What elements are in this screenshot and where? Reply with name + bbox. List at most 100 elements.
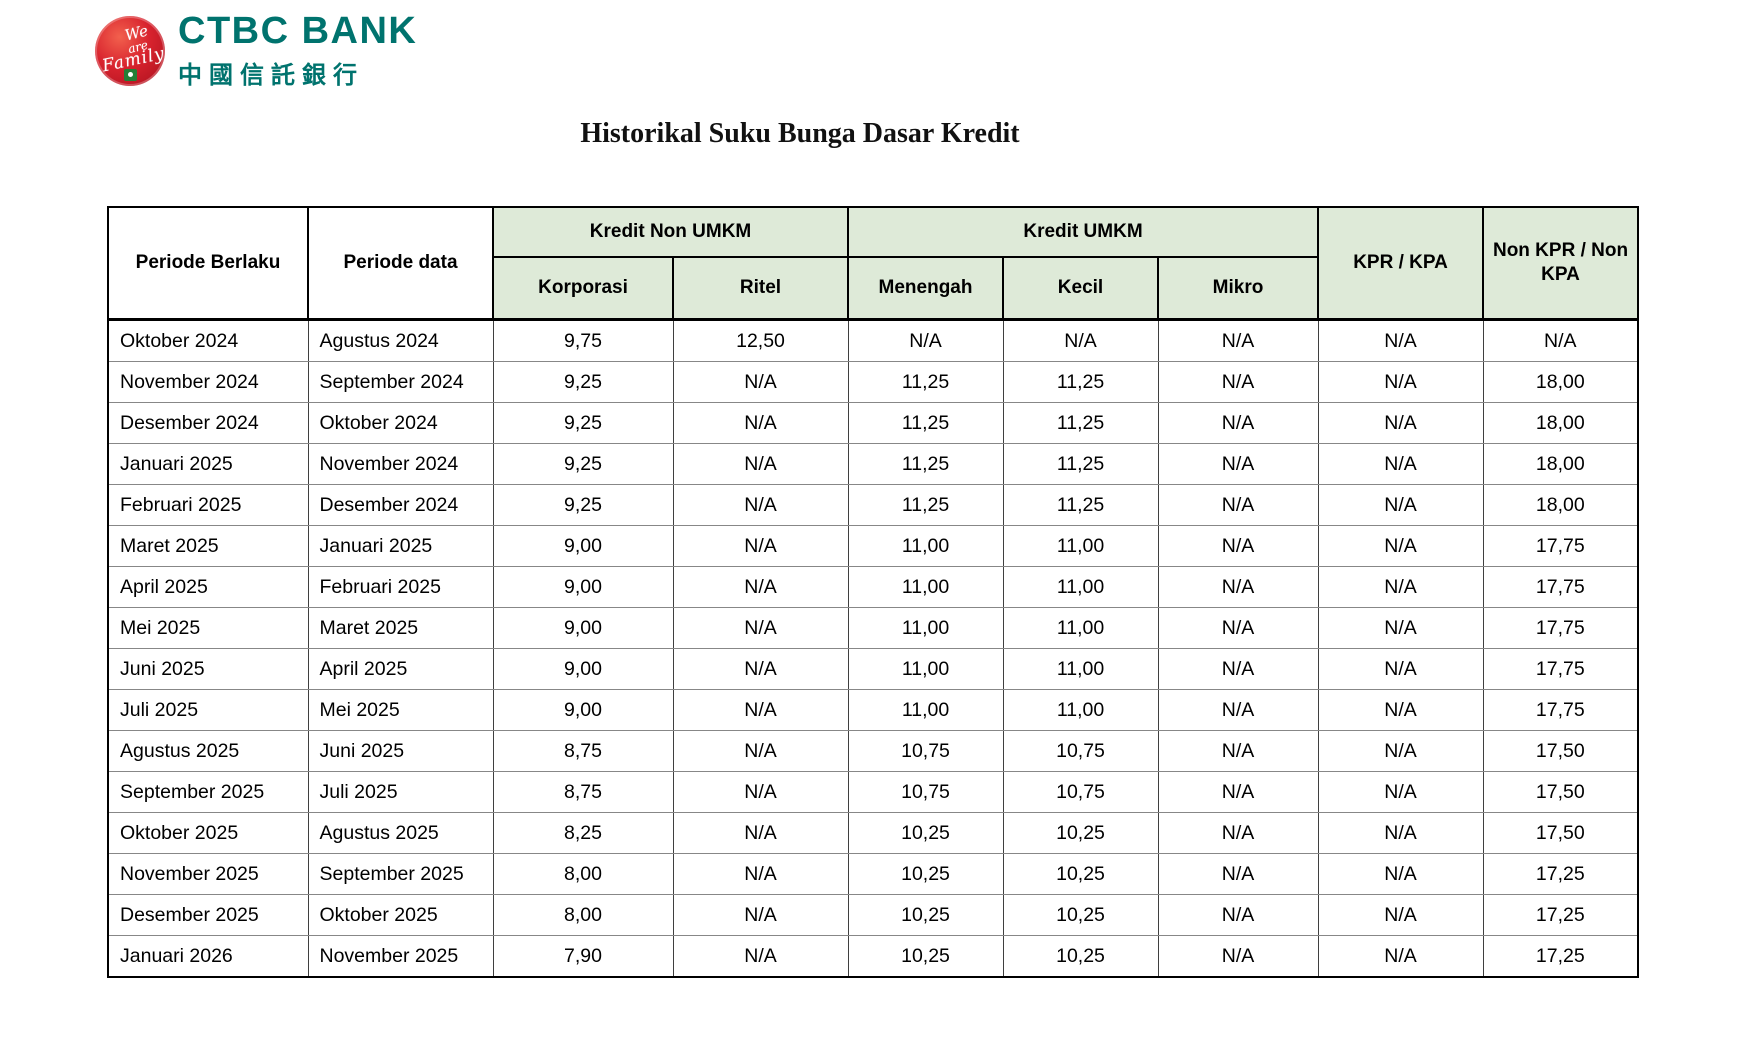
brand-text: CTBC BANK 中國信託銀行	[178, 10, 418, 90]
rate-cell: N/A	[1482, 319, 1639, 362]
rate-cell: N/A	[1317, 853, 1484, 895]
rate-cell: 7,90	[492, 935, 674, 978]
rate-cell: 17,50	[1482, 771, 1639, 813]
rate-cell: 18,00	[1482, 361, 1639, 403]
rate-cell: N/A	[1157, 525, 1319, 567]
rate-cell: 9,25	[492, 361, 674, 403]
we-are-family-badge-icon: We are Family	[95, 15, 167, 86]
rate-cell: 9,75	[492, 319, 674, 362]
table-row: Juni 2025 April 2025 9,00 N/A 11,00 11,00 N/A N…	[107, 648, 1639, 690]
rate-cell: 10,25	[1002, 812, 1159, 854]
rate-cell: N/A	[672, 648, 849, 690]
rate-cell: N/A	[847, 319, 1004, 362]
rate-cell: N/A	[1317, 648, 1484, 690]
rate-cell: N/A	[1157, 935, 1319, 978]
rate-cell: N/A	[1002, 319, 1159, 362]
periode-data-cell: November 2024	[307, 443, 494, 485]
rate-cell: 11,00	[847, 689, 1004, 731]
header-kpr-kpa: KPR / KPA	[1317, 206, 1485, 321]
table-row: Februari 2025 Desember 2024 9,25 N/A 11,25 11…	[107, 484, 1639, 526]
rate-cell: 9,25	[492, 402, 674, 444]
rate-cell: N/A	[672, 484, 849, 526]
periode-data-cell: April 2025	[307, 648, 494, 690]
rate-cell: 17,75	[1482, 566, 1639, 608]
rate-cell: N/A	[672, 361, 849, 403]
periode-berlaku-cell: Maret 2025	[107, 525, 309, 567]
rates-table: Periode Berlaku Periode data Kredit Non …	[107, 206, 1640, 978]
rate-cell: N/A	[1317, 730, 1484, 772]
periode-data-cell: Agustus 2024	[307, 319, 494, 362]
periode-berlaku-cell: Januari 2026	[107, 935, 309, 978]
periode-berlaku-cell: Desember 2025	[107, 894, 309, 936]
rate-cell: 10,75	[847, 771, 1004, 813]
rate-cell: N/A	[672, 607, 849, 649]
rate-cell: N/A	[672, 894, 849, 936]
periode-data-cell: Juni 2025	[307, 730, 494, 772]
bank-name-chinese: 中國信託銀行	[178, 61, 364, 89]
rate-cell: 9,25	[492, 484, 674, 526]
header-kecil: Kecil	[1002, 256, 1160, 321]
rate-cell: 11,25	[1002, 402, 1159, 444]
rate-cell: 9,00	[492, 607, 674, 649]
periode-data-cell: Oktober 2024	[307, 402, 494, 444]
rate-cell: 9,00	[492, 525, 674, 567]
rate-cell: 11,25	[1002, 361, 1159, 403]
periode-berlaku-cell: Desember 2024	[107, 402, 309, 444]
periode-berlaku-cell: April 2025	[107, 566, 309, 608]
rate-cell: N/A	[1157, 443, 1319, 485]
periode-berlaku-cell: Oktober 2024	[107, 319, 309, 362]
table-row: Agustus 2025 Juni 2025 8,75 N/A 10,75 10,75 N/…	[107, 730, 1639, 772]
rate-cell: 17,25	[1482, 894, 1639, 936]
rate-cell: N/A	[1317, 484, 1484, 526]
rate-cell: N/A	[1317, 935, 1484, 978]
rate-cell: N/A	[1157, 771, 1319, 813]
rate-cell: N/A	[1317, 525, 1484, 567]
rate-cell: 17,75	[1482, 607, 1639, 649]
header-menengah: Menengah	[847, 256, 1005, 321]
rate-cell: N/A	[1157, 607, 1319, 649]
rate-cell: 18,00	[1482, 402, 1639, 444]
rate-cell: 9,00	[492, 689, 674, 731]
periode-berlaku-cell: Juli 2025	[107, 689, 309, 731]
rate-cell: 11,25	[847, 443, 1004, 485]
periode-data-cell: Oktober 2025	[307, 894, 494, 936]
rate-cell: N/A	[1157, 361, 1319, 403]
rate-cell: N/A	[1317, 689, 1484, 731]
rate-cell: 11,25	[1002, 484, 1159, 526]
rate-cell: 17,25	[1482, 935, 1639, 978]
rate-cell: N/A	[1157, 319, 1319, 362]
periode-data-cell: September 2025	[307, 853, 494, 895]
rate-cell: N/A	[672, 443, 849, 485]
rate-cell: N/A	[1157, 648, 1319, 690]
periode-berlaku-cell: Agustus 2025	[107, 730, 309, 772]
table-row: November 2025 September 2025 8,00 N/A 10,25 1…	[107, 853, 1639, 895]
rate-cell: N/A	[672, 935, 849, 978]
table-row: Januari 2025 November 2024 9,25 N/A 11,25 11,…	[107, 443, 1639, 485]
rate-cell: 9,25	[492, 443, 674, 485]
rate-cell: 11,25	[847, 484, 1004, 526]
header-non-kpr-non-kpa: Non KPR / Non KPA	[1482, 206, 1640, 321]
table-row: Januari 2026 November 2025 7,90 N/A 10,25 10,…	[107, 935, 1639, 978]
rate-cell: N/A	[1317, 771, 1484, 813]
rate-cell: 9,00	[492, 648, 674, 690]
rate-cell: 11,25	[847, 402, 1004, 444]
rate-cell: N/A	[1157, 853, 1319, 895]
periode-berlaku-cell: November 2024	[107, 361, 309, 403]
periode-data-cell: Februari 2025	[307, 566, 494, 608]
table-row: Desember 2024 Oktober 2024 9,25 N/A 11,25 11,…	[107, 402, 1639, 444]
rate-cell: 11,00	[1002, 525, 1159, 567]
rate-cell: N/A	[1317, 361, 1484, 403]
header-periode-data: Periode data	[307, 206, 494, 321]
rate-cell: 10,75	[1002, 771, 1159, 813]
rate-cell: 11,00	[1002, 566, 1159, 608]
periode-berlaku-cell: September 2025	[107, 771, 309, 813]
header-korporasi: Korporasi	[492, 256, 674, 321]
rate-cell: N/A	[1157, 566, 1319, 608]
rate-cell: 10,75	[1002, 730, 1159, 772]
bank-name: CTBC BANK	[178, 10, 418, 52]
bank-logo: We are Family CTBC BANK 中國信託銀行	[95, 10, 418, 90]
periode-berlaku-cell: Oktober 2025	[107, 812, 309, 854]
rate-cell: 17,25	[1482, 853, 1639, 895]
rate-cell: 11,00	[847, 648, 1004, 690]
rate-cell: 17,50	[1482, 730, 1639, 772]
